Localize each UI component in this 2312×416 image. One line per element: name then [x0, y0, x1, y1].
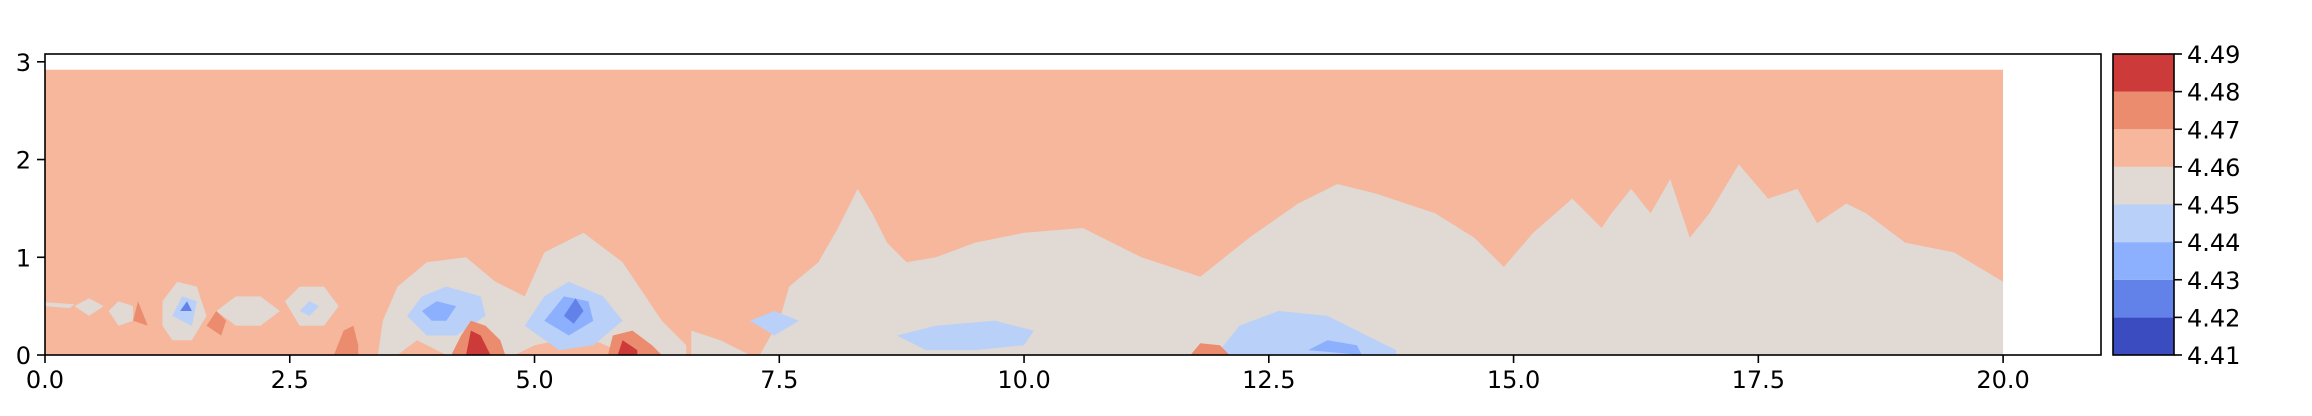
colorbar-swatch [2113, 54, 2174, 92]
colorbar-tick-label: 4.46 [2187, 154, 2240, 182]
colorbar-tick-label: 4.44 [2187, 229, 2240, 257]
contour-region-7 [74, 298, 104, 316]
colorbar: 4.41 4.42 4.43 4.44 4.45 4.46 4.47 4.48 4.49 [2112, 41, 2240, 370]
colorbar-tick-label: 4.45 [2187, 192, 2240, 220]
colorbar-swatch [2113, 91, 2174, 130]
colorbar-tick-label: 4.48 [2187, 79, 2240, 107]
y-axis: 0 1 2 3 [16, 49, 45, 370]
contour-region-8 [45, 302, 75, 309]
contour-region-19 [563, 298, 584, 324]
x-tick-label: 17.5 [1732, 366, 1785, 394]
contour-region-26 [206, 311, 227, 336]
colorbar-swatch [2113, 129, 2174, 167]
contour-region-20 [180, 301, 192, 311]
colorbar-swatch [2113, 204, 2174, 243]
contour-region-6 [108, 301, 134, 326]
plot-frame [44, 53, 2102, 356]
x-tick-label: 20.0 [1976, 366, 2029, 394]
x-tick-label: 15.0 [1487, 366, 1540, 394]
colorbar-swatch [2113, 317, 2174, 355]
colorbar-swatch [2113, 166, 2174, 205]
contour-region-1 [691, 330, 750, 355]
colorbar-tick-label: 4.42 [2187, 304, 2240, 332]
colorbar-tick-label: 4.47 [2187, 116, 2240, 144]
contour-region-18 [1308, 340, 1362, 355]
contour-region-9 [896, 320, 1034, 351]
contour-region-11 [749, 311, 799, 336]
contour-region-24 [1190, 343, 1230, 355]
contour-region-28 [617, 340, 638, 355]
contour-region-25 [133, 301, 148, 326]
x-tick-label: 0.0 [26, 366, 64, 394]
x-tick-label: 10.0 [997, 366, 1050, 394]
plot-area [45, 69, 2004, 356]
x-tick-label: 5.0 [515, 366, 553, 394]
contour-region-10 [1219, 311, 1397, 355]
colorbar-tick-label: 4.43 [2187, 267, 2240, 295]
contour-region-23 [333, 325, 359, 355]
colorbar-tick-label: 4.49 [2187, 41, 2240, 69]
colorbar-swatch [2113, 242, 2174, 280]
x-tick-label: 2.5 [271, 366, 309, 394]
x-axis: 0.0 2.5 5.0 7.5 10.0 12.5 15.0 17.5 20.0 [26, 355, 2030, 394]
contour-region-0 [759, 164, 2004, 355]
contour-region-15 [299, 301, 320, 316]
x-tick-label: 12.5 [1242, 366, 1295, 394]
contour-region-16 [421, 301, 457, 321]
contour-region-4 [216, 296, 280, 326]
contour-region-27 [466, 330, 491, 355]
y-tick-label: 1 [16, 244, 31, 272]
colorbar-swatch [2113, 279, 2174, 318]
y-tick-label: 0 [16, 342, 31, 370]
y-tick-label: 2 [16, 147, 31, 175]
colorbar-tick-label: 4.41 [2187, 342, 2240, 370]
x-tick-label: 7.5 [760, 366, 798, 394]
contour-region-14 [172, 296, 197, 326]
y-tick-label: 3 [16, 49, 31, 77]
